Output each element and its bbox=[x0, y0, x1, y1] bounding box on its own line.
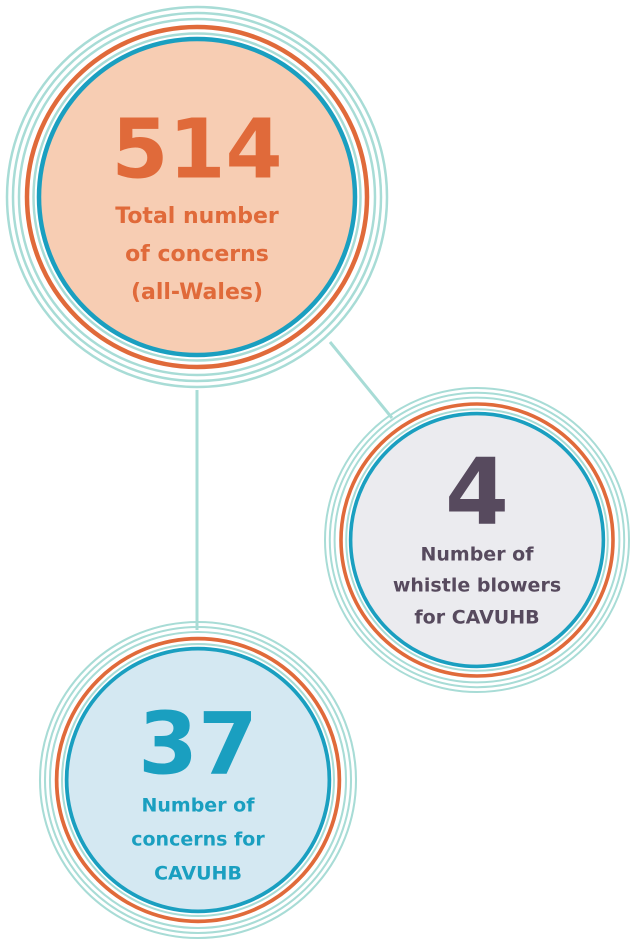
node-value: 4 bbox=[445, 438, 509, 545]
light-ring bbox=[345, 408, 609, 672]
outer-ring bbox=[324, 387, 630, 693]
node-label: for CAVUHB bbox=[414, 607, 539, 629]
outer-ring bbox=[43, 625, 353, 935]
node-fill bbox=[36, 36, 358, 358]
node-value: 37 bbox=[138, 694, 258, 794]
orange-ring bbox=[24, 24, 370, 370]
outer-ring bbox=[38, 620, 358, 940]
orange-ring bbox=[339, 402, 615, 678]
node-label: concerns for bbox=[131, 829, 265, 851]
outer-ring bbox=[11, 11, 383, 383]
node-label: whistle blowers bbox=[393, 575, 561, 597]
outer-ring bbox=[17, 17, 377, 377]
outer-ring bbox=[328, 391, 626, 689]
node-label: Total number bbox=[115, 204, 279, 229]
light-ring bbox=[60, 642, 336, 918]
outer-ring bbox=[5, 5, 389, 389]
orange-ring bbox=[54, 636, 342, 924]
node-fill bbox=[348, 411, 606, 669]
node-label: (all-Wales) bbox=[131, 280, 263, 305]
node-value: 514 bbox=[111, 102, 282, 197]
node-label: Number of bbox=[420, 544, 534, 566]
outer-ring bbox=[333, 396, 621, 684]
outer-ring bbox=[48, 630, 348, 930]
node-fill bbox=[64, 646, 332, 914]
node-label: of concerns bbox=[125, 242, 269, 267]
node-label: Number of bbox=[141, 795, 255, 817]
node-label: CAVUHB bbox=[154, 863, 242, 885]
light-ring bbox=[32, 32, 362, 362]
connector bbox=[328, 341, 394, 419]
